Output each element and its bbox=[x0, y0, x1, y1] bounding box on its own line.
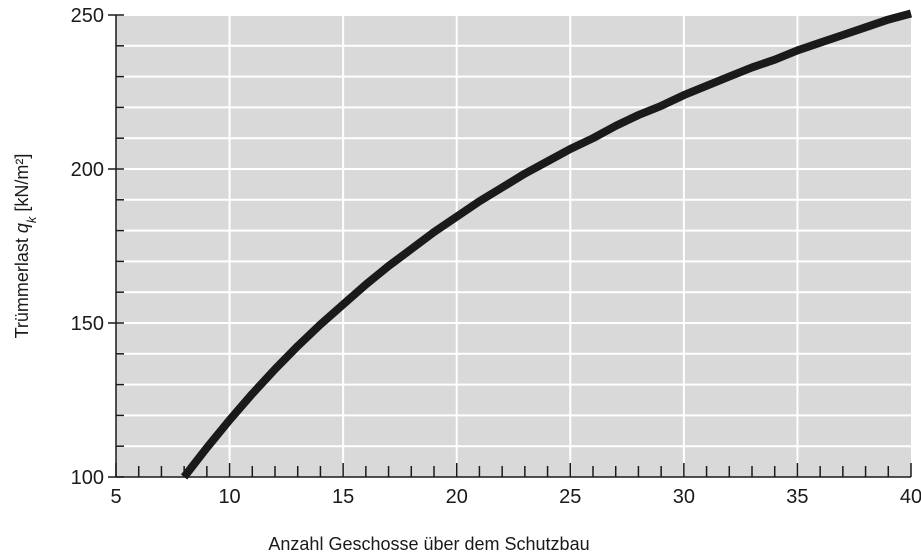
x-tick-label: 25 bbox=[559, 486, 581, 508]
axes bbox=[115, 15, 911, 478]
grid-lines bbox=[116, 14, 911, 477]
x-tick-label: 5 bbox=[110, 486, 121, 508]
y-axis-label: Trümmerlast qk [kN/m²] bbox=[12, 154, 39, 339]
tick-marks bbox=[108, 14, 912, 478]
x-tick-label: 10 bbox=[218, 486, 240, 508]
y-tick-label: 200 bbox=[71, 159, 104, 181]
x-tick-label: 30 bbox=[673, 486, 695, 508]
x-tick-label: 40 bbox=[900, 486, 921, 508]
x-tick-label: 20 bbox=[446, 486, 468, 508]
x-tick-label: 35 bbox=[786, 486, 808, 508]
y-axis-label-unit: [kN/m²] bbox=[12, 154, 32, 217]
y-axis-label-symbol: q bbox=[12, 223, 32, 233]
y-tick-label: 250 bbox=[71, 5, 104, 27]
y-tick-label: 100 bbox=[71, 467, 104, 489]
y-tick-label: 150 bbox=[71, 313, 104, 335]
y-axis-label-subscript: k bbox=[24, 215, 39, 223]
y-axis-label-main: Trümmerlast bbox=[12, 233, 32, 338]
x-tick-label: 15 bbox=[332, 486, 354, 508]
tick-labels: 5 10 15 20 25 30 35 40 100 150 200 250 bbox=[71, 5, 921, 508]
series-line bbox=[180, 9, 913, 480]
x-axis-label: Anzahl Geschosse über dem Schutzbau bbox=[268, 534, 589, 554]
